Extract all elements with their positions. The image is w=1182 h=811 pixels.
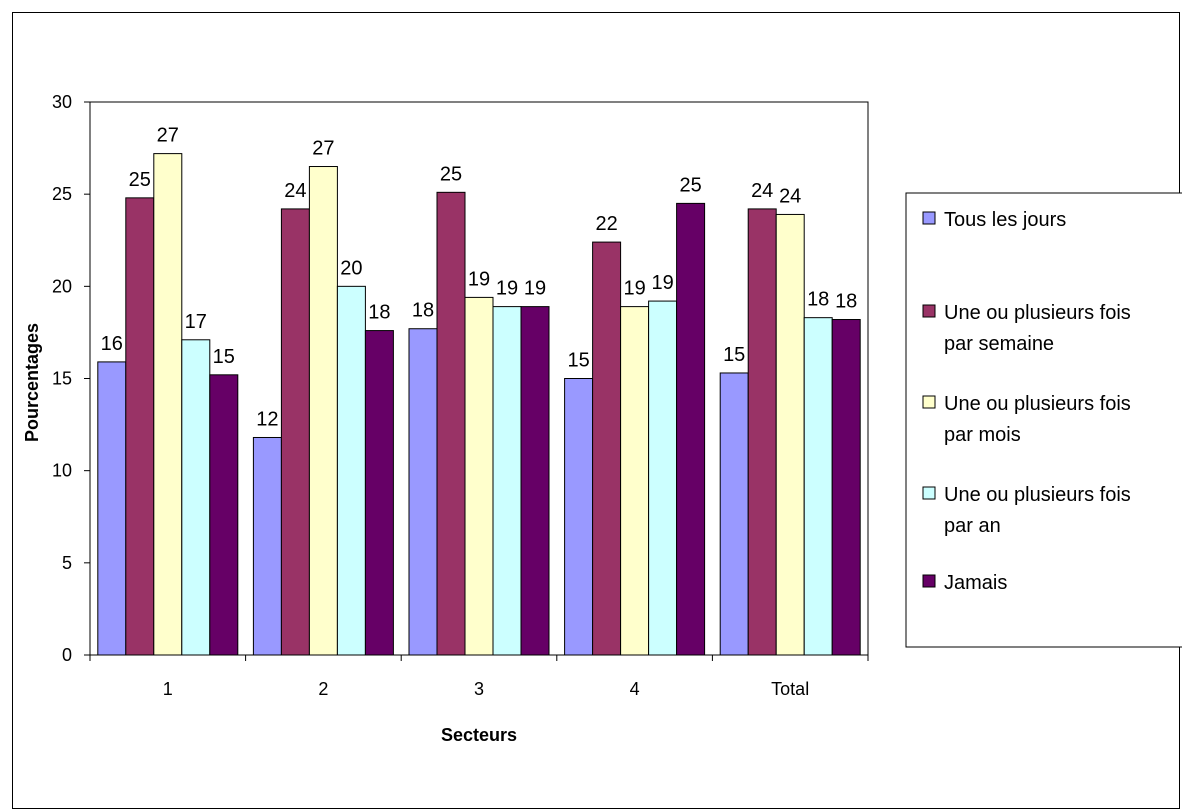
data-label: 25 bbox=[440, 163, 462, 185]
x-tick-label: 3 bbox=[474, 679, 484, 699]
data-label: 22 bbox=[595, 213, 617, 235]
legend-label: par mois bbox=[944, 424, 1021, 446]
bar bbox=[181, 339, 211, 656]
y-tick-label: 30 bbox=[52, 92, 72, 112]
data-label: 15 bbox=[213, 346, 235, 368]
data-label: 17 bbox=[185, 311, 207, 333]
bar bbox=[719, 372, 749, 656]
legend-label: par semaine bbox=[944, 333, 1054, 355]
legend-swatch bbox=[922, 486, 936, 500]
bar bbox=[436, 191, 466, 656]
x-axis-title: Secteurs bbox=[441, 725, 517, 745]
bar bbox=[564, 378, 594, 656]
x-tick-label: 2 bbox=[318, 679, 328, 699]
data-label: 20 bbox=[340, 257, 362, 279]
data-label: 25 bbox=[679, 174, 701, 196]
bar bbox=[648, 300, 678, 656]
data-label: 19 bbox=[524, 278, 546, 300]
bar bbox=[280, 208, 310, 656]
data-label: 18 bbox=[807, 289, 829, 311]
bar bbox=[520, 306, 550, 656]
legend-swatch bbox=[922, 211, 936, 225]
data-label: 15 bbox=[567, 350, 589, 372]
y-axis-title: Pourcentages bbox=[22, 323, 42, 442]
legend: Tous les jours Une ou plusieurs fois par s… bbox=[905, 192, 1182, 648]
bar bbox=[252, 436, 282, 656]
legend-swatch bbox=[922, 574, 936, 588]
y-tick-label: 25 bbox=[52, 184, 72, 204]
bar bbox=[336, 285, 366, 656]
legend-label: Une ou plusieurs fois bbox=[944, 484, 1131, 506]
data-label: 19 bbox=[623, 278, 645, 300]
data-label: 16 bbox=[101, 333, 123, 355]
y-tick-label: 15 bbox=[52, 369, 72, 389]
legend-swatch bbox=[922, 304, 936, 318]
data-label: 12 bbox=[256, 408, 278, 430]
data-label: 19 bbox=[651, 272, 673, 294]
data-label: 25 bbox=[129, 169, 151, 191]
bar bbox=[209, 374, 239, 656]
legend-label: Jamais bbox=[944, 572, 1007, 594]
bar bbox=[308, 166, 338, 656]
legend-label: Une ou plusieurs fois bbox=[944, 393, 1131, 415]
bar bbox=[620, 306, 650, 656]
data-label: 18 bbox=[835, 291, 857, 313]
bar bbox=[747, 208, 777, 656]
bar bbox=[97, 361, 127, 656]
bar bbox=[492, 306, 522, 656]
data-label: 15 bbox=[723, 344, 745, 366]
y-tick-label: 5 bbox=[62, 553, 72, 573]
bar bbox=[592, 241, 622, 656]
legend-swatch bbox=[922, 395, 936, 409]
bar bbox=[364, 330, 394, 656]
data-label: 18 bbox=[412, 300, 434, 322]
legend-label: par an bbox=[944, 515, 1001, 537]
bar bbox=[775, 213, 805, 656]
y-tick-label: 0 bbox=[62, 645, 72, 665]
y-tick-label: 20 bbox=[52, 276, 72, 296]
data-label: 27 bbox=[312, 138, 334, 160]
data-label: 24 bbox=[779, 185, 801, 207]
data-label: 24 bbox=[751, 180, 773, 202]
y-tick-label: 10 bbox=[52, 461, 72, 481]
data-label: 24 bbox=[284, 180, 306, 202]
bar bbox=[408, 328, 438, 656]
legend-box bbox=[905, 192, 1182, 648]
legend-label: Une ou plusieurs fois bbox=[944, 302, 1131, 324]
x-tick-label: 4 bbox=[630, 679, 640, 699]
data-label: 18 bbox=[368, 302, 390, 324]
x-tick-label: Total bbox=[771, 679, 809, 699]
data-label: 19 bbox=[468, 268, 490, 290]
bar bbox=[153, 153, 183, 656]
data-label: 19 bbox=[496, 278, 518, 300]
bar bbox=[464, 296, 494, 656]
bar bbox=[125, 197, 155, 656]
data-label: 27 bbox=[157, 125, 179, 147]
bar bbox=[831, 319, 861, 656]
bar bbox=[676, 202, 706, 656]
bar bbox=[803, 317, 833, 656]
legend-label: Tous les jours bbox=[944, 209, 1066, 231]
x-tick-label: 1 bbox=[163, 679, 173, 699]
